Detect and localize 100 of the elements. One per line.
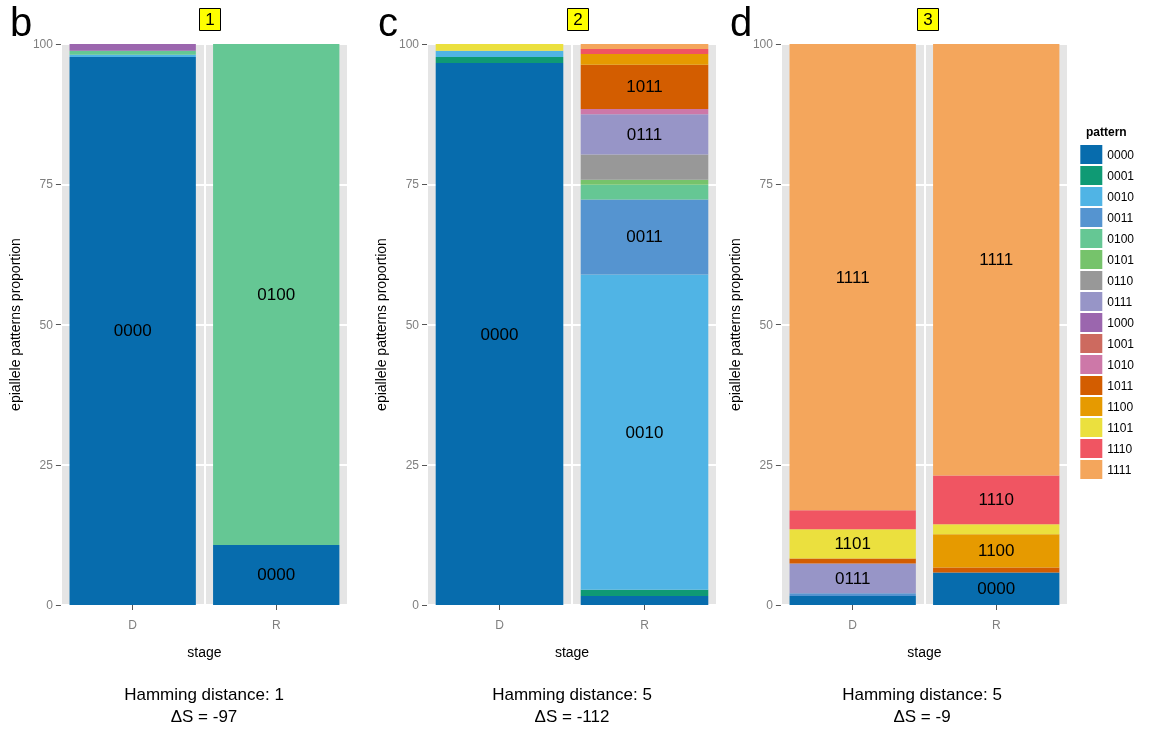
x-tick-label: D <box>848 618 858 632</box>
y-tick-label: 100 <box>398 37 420 51</box>
series-label: 1011 <box>626 77 663 97</box>
text: 0000 <box>113 321 152 341</box>
legend-label: 1010 <box>1107 357 1135 372</box>
bar <box>789 563 916 594</box>
bar <box>933 572 1060 605</box>
series-label: 0011 <box>626 227 663 247</box>
text: 1110 <box>978 490 1014 510</box>
text: b <box>10 0 33 44</box>
bar <box>580 596 709 605</box>
y-axis-title: epiallele patterns proportion <box>373 238 390 411</box>
legend-label: 1100 <box>1107 399 1134 414</box>
legend-label: 1011 <box>1107 378 1134 393</box>
chart-title: 2 <box>573 10 583 29</box>
bar <box>580 154 709 180</box>
text: Hamming distance: 5 <box>492 685 652 704</box>
bar <box>580 64 709 110</box>
x-axis-title: stage <box>907 644 942 660</box>
y-tick-label: 25 <box>405 457 420 472</box>
y-tick-label: 25 <box>759 457 774 472</box>
y-tick-label: 25 <box>39 457 54 472</box>
series-label: 0111 <box>626 124 663 144</box>
legend-label: 0010 <box>1107 189 1135 204</box>
legend-label: 1001 <box>1107 336 1135 351</box>
legend-label: 1111 <box>1107 462 1132 477</box>
legend-label: 0110 <box>1107 273 1134 288</box>
text: 1111 <box>979 250 1014 270</box>
series-label: 0000 <box>257 565 296 585</box>
legend-label: 0001 <box>1107 168 1135 183</box>
y-axis-title: epiallele patterns proportion <box>7 238 23 411</box>
bar <box>789 510 916 530</box>
bar <box>580 49 709 55</box>
series-label: 0100 <box>257 284 296 304</box>
legend-label: 1000 <box>1107 315 1135 330</box>
bar <box>69 50 196 55</box>
x-tick-label: R <box>640 618 650 632</box>
y-tick-label: 50 <box>759 317 774 332</box>
text: ΔS = -97 <box>170 707 238 726</box>
x-tick-label: R <box>991 618 1001 632</box>
y-tick-label: 100 <box>752 37 774 51</box>
bar <box>435 44 564 51</box>
y-tick-label: 75 <box>39 177 54 192</box>
bar <box>789 596 916 605</box>
bar <box>580 184 709 200</box>
text: Hamming distance: 1 <box>124 685 284 704</box>
x-tick-label: D <box>128 618 138 632</box>
y-tick-label: 0 <box>412 598 420 612</box>
bar <box>789 529 916 559</box>
bar <box>580 589 709 597</box>
y-tick-label: 75 <box>759 177 774 192</box>
y-tick-label: 100 <box>32 37 54 51</box>
text: Hamming distance: 5 <box>842 685 1002 704</box>
text: 1100 <box>977 541 1015 561</box>
legend-label: 0101 <box>1107 252 1135 267</box>
bar <box>933 475 1060 525</box>
text: 1111 <box>835 267 870 287</box>
bar <box>435 50 564 57</box>
bar <box>580 109 709 115</box>
legend-label: 0011 <box>1107 210 1134 225</box>
bar <box>933 534 1060 568</box>
y-tick-label: 75 <box>405 177 420 192</box>
legend-label: 1101 <box>1107 420 1134 435</box>
chart-title: 1 <box>205 10 215 29</box>
bar <box>580 114 709 155</box>
legend-label: 1110 <box>1107 441 1133 456</box>
bar <box>933 524 1060 535</box>
bar <box>789 558 916 564</box>
y-tick-label: 0 <box>46 598 54 612</box>
legend-title: pattern <box>1086 125 1127 139</box>
text: ΔS = -9 <box>893 707 951 726</box>
text: 0111 <box>835 568 871 588</box>
x-tick-label: D <box>495 618 505 632</box>
text: 1101 <box>834 534 871 554</box>
legend-label: 0100 <box>1107 231 1135 246</box>
bar <box>213 544 340 605</box>
bar <box>933 567 1060 573</box>
y-tick-label: 0 <box>766 598 774 612</box>
y-tick-label: 50 <box>405 317 420 332</box>
chart-title: 3 <box>923 10 933 29</box>
y-axis-title: epiallele patterns proportion <box>727 238 743 411</box>
x-axis-title: stage <box>187 644 222 660</box>
bar <box>580 179 709 185</box>
bar <box>580 44 709 50</box>
legend-label: 0000 <box>1107 147 1135 162</box>
bar <box>580 199 709 275</box>
series-label: 0010 <box>625 422 664 442</box>
text: d <box>730 0 753 44</box>
bar <box>435 56 564 64</box>
series-label: 0000 <box>480 324 519 344</box>
y-tick-label: 50 <box>39 317 54 332</box>
x-axis-title: stage <box>554 644 590 660</box>
text: ΔS = -112 <box>534 707 610 726</box>
bar <box>580 54 709 65</box>
x-tick-label: R <box>271 618 281 632</box>
text: c <box>378 0 398 44</box>
legend-label: 0111 <box>1107 294 1133 309</box>
bar <box>789 593 916 597</box>
bar <box>69 44 196 51</box>
text: 0000 <box>977 579 1016 599</box>
